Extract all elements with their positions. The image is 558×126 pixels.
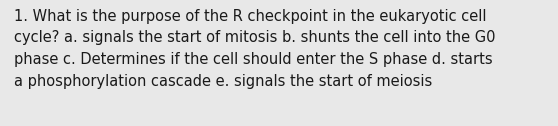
- Text: 1. What is the purpose of the R checkpoint in the eukaryotic cell
cycle? a. sign: 1. What is the purpose of the R checkpoi…: [14, 9, 496, 89]
